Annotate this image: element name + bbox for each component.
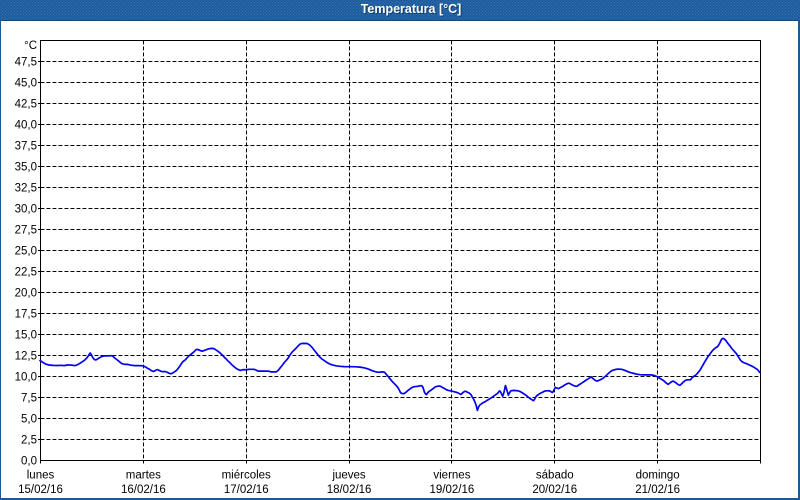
svg-text:5,0: 5,0 — [21, 414, 37, 426]
svg-text:27,5: 27,5 — [15, 225, 37, 237]
svg-text:35,0: 35,0 — [15, 162, 37, 174]
svg-text:20,0: 20,0 — [15, 288, 37, 300]
svg-text:sábado: sábado — [536, 470, 574, 482]
svg-text:15,0: 15,0 — [15, 330, 37, 342]
svg-text:°C: °C — [24, 40, 37, 52]
svg-text:37,5: 37,5 — [15, 141, 37, 153]
svg-text:lunes: lunes — [27, 470, 55, 482]
svg-text:40,0: 40,0 — [15, 120, 37, 132]
svg-text:10,0: 10,0 — [15, 372, 37, 384]
svg-text:viernes: viernes — [433, 470, 470, 482]
svg-text:martes: martes — [126, 470, 161, 482]
svg-text:2,5: 2,5 — [21, 435, 37, 447]
svg-text:18/02/16: 18/02/16 — [327, 484, 372, 496]
svg-text:7,5: 7,5 — [21, 393, 37, 405]
svg-text:45,0: 45,0 — [15, 78, 37, 90]
svg-text:32,5: 32,5 — [15, 183, 37, 195]
svg-text:jueves: jueves — [331, 470, 365, 482]
svg-text:17/02/16: 17/02/16 — [224, 484, 269, 496]
svg-text:22,5: 22,5 — [15, 267, 37, 279]
svg-text:domingo: domingo — [636, 470, 680, 482]
svg-text:17,5: 17,5 — [15, 309, 37, 321]
svg-text:19/02/16: 19/02/16 — [430, 484, 475, 496]
svg-text:0,0: 0,0 — [21, 456, 37, 468]
svg-text:25,0: 25,0 — [15, 246, 37, 258]
svg-text:47,5: 47,5 — [15, 57, 37, 69]
svg-text:12,5: 12,5 — [15, 351, 37, 363]
svg-text:miércoles: miércoles — [222, 470, 271, 482]
svg-text:21/02/16: 21/02/16 — [635, 484, 680, 496]
svg-text:15/02/16: 15/02/16 — [18, 484, 63, 496]
svg-text:42,5: 42,5 — [15, 99, 37, 111]
svg-text:30,0: 30,0 — [15, 204, 37, 216]
svg-text:16/02/16: 16/02/16 — [121, 484, 166, 496]
svg-text:20/02/16: 20/02/16 — [532, 484, 577, 496]
